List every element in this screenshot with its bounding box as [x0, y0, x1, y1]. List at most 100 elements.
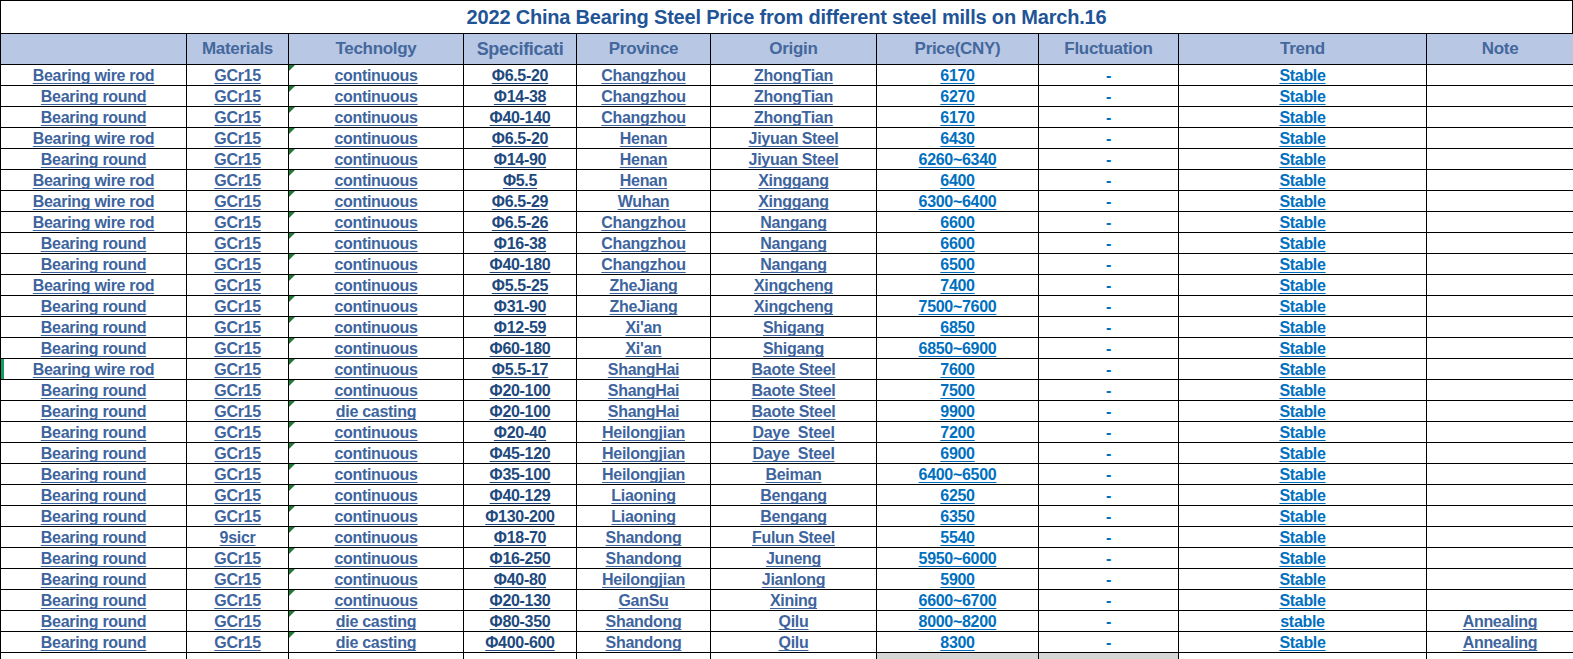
cell-product[interactable]: Bearing round: [1, 86, 187, 107]
cell-province[interactable]: Shandong: [577, 632, 711, 653]
cell-fluctuation[interactable]: -: [1039, 128, 1179, 149]
cell-origin[interactable]: Xingcheng: [711, 296, 877, 317]
cell-product[interactable]: Bearing wire rod: [1, 65, 187, 86]
cell-province[interactable]: Heilongjian: [577, 443, 711, 464]
cell-specification[interactable]: Φ20-100: [464, 380, 577, 401]
cell-technology[interactable]: continuous: [289, 338, 464, 359]
cell-specification[interactable]: Φ80-350: [464, 611, 577, 632]
cell-product[interactable]: Bearing round: [1, 443, 187, 464]
cell-materials[interactable]: GCr15: [187, 86, 289, 107]
cell-product[interactable]: Bearing round: [1, 632, 187, 653]
cell-technology[interactable]: continuous: [289, 254, 464, 275]
cell-origin[interactable]: Xinggang: [711, 191, 877, 212]
cell-technology[interactable]: continuous: [289, 380, 464, 401]
cell-price[interactable]: 8000~8200: [877, 611, 1039, 632]
cell-price[interactable]: 6600: [877, 212, 1039, 233]
cell-note[interactable]: [1427, 233, 1573, 254]
cell-province[interactable]: Xi'an: [577, 338, 711, 359]
cell-price[interactable]: 6400~6500: [877, 464, 1039, 485]
cell-price[interactable]: 6500: [877, 254, 1039, 275]
cell-fluctuation[interactable]: -: [1039, 65, 1179, 86]
cell-fluctuation[interactable]: -: [1039, 485, 1179, 506]
cell-materials[interactable]: GCr15: [187, 422, 289, 443]
cell-province[interactable]: Changzhou: [577, 233, 711, 254]
cell-trend[interactable]: Stable: [1179, 149, 1427, 170]
cell-note[interactable]: [1427, 569, 1573, 590]
cell-trend[interactable]: Stable: [1179, 128, 1427, 149]
cell-materials[interactable]: GCr15: [187, 443, 289, 464]
cell-price[interactable]: 6850: [877, 317, 1039, 338]
cell-technology[interactable]: die casting: [289, 632, 464, 653]
cell-specification[interactable]: Φ45-120: [464, 443, 577, 464]
cell-trend[interactable]: Stable: [1179, 527, 1427, 548]
cell-origin[interactable]: Jianlong: [711, 569, 877, 590]
cell-technology[interactable]: continuous: [289, 590, 464, 611]
cell-product[interactable]: Bearing round: [1, 107, 187, 128]
cell-specification[interactable]: Φ40-140: [464, 107, 577, 128]
cell-technology[interactable]: continuous: [289, 548, 464, 569]
cell-trend[interactable]: Stable: [1179, 506, 1427, 527]
cell-fluctuation[interactable]: -: [1039, 422, 1179, 443]
cell-specification[interactable]: Φ12-59: [464, 317, 577, 338]
cell-price[interactable]: 5900: [877, 569, 1039, 590]
cell-specification[interactable]: Φ6.5-29: [464, 191, 577, 212]
cell-fluctuation[interactable]: -: [1039, 275, 1179, 296]
cell-origin[interactable]: Daye Steel: [711, 422, 877, 443]
cell-origin[interactable]: Jiyuan Steel: [711, 149, 877, 170]
cell-technology[interactable]: continuous: [289, 506, 464, 527]
cell-technology[interactable]: continuous: [289, 317, 464, 338]
cell-price[interactable]: 6260~6340: [877, 149, 1039, 170]
cell-product[interactable]: Bearing round: [1, 422, 187, 443]
cell-province[interactable]: Shandong: [577, 548, 711, 569]
cell-note[interactable]: [1427, 506, 1573, 527]
cell-note[interactable]: [1427, 254, 1573, 275]
cell-materials[interactable]: GCr15: [187, 107, 289, 128]
cell-product[interactable]: Bearing round: [1, 233, 187, 254]
cell-price[interactable]: 7500~7600: [877, 296, 1039, 317]
cell-note[interactable]: [1427, 422, 1573, 443]
cell-trend[interactable]: Stable: [1179, 380, 1427, 401]
cell-specification[interactable]: Φ35-100: [464, 464, 577, 485]
cell-materials[interactable]: GCr15: [187, 212, 289, 233]
cell-origin[interactable]: Nangang: [711, 254, 877, 275]
cell-province[interactable]: Henan: [577, 128, 711, 149]
cell-fluctuation[interactable]: -: [1039, 590, 1179, 611]
cell-origin[interactable]: Xingcheng: [711, 275, 877, 296]
cell-province[interactable]: Heilongjian: [577, 464, 711, 485]
cell-specification[interactable]: Φ5.5-17: [464, 359, 577, 380]
cell-materials[interactable]: GCr15: [187, 380, 289, 401]
column-header-price[interactable]: Price(CNY): [877, 34, 1039, 65]
cell-origin[interactable]: Daye Steel: [711, 443, 877, 464]
cell-technology[interactable]: die casting: [289, 611, 464, 632]
cell-specification[interactable]: Φ40-80: [464, 569, 577, 590]
cell-fluctuation[interactable]: -: [1039, 86, 1179, 107]
cell-technology[interactable]: continuous: [289, 107, 464, 128]
cell-fluctuation[interactable]: -: [1039, 233, 1179, 254]
cell-origin[interactable]: Xining: [711, 590, 877, 611]
column-header-product[interactable]: [1, 34, 187, 65]
cell-technology[interactable]: die casting: [289, 401, 464, 422]
cell-trend[interactable]: Stable: [1179, 338, 1427, 359]
cell-materials[interactable]: GCr15: [187, 590, 289, 611]
cell-trend[interactable]: Stable: [1179, 86, 1427, 107]
cell-technology[interactable]: continuous: [289, 149, 464, 170]
cell-technology[interactable]: continuous: [289, 422, 464, 443]
cell-note[interactable]: [1427, 548, 1573, 569]
cell-materials[interactable]: GCr15: [187, 401, 289, 422]
cell-origin[interactable]: Qilu: [711, 611, 877, 632]
cell-trend[interactable]: Stable: [1179, 233, 1427, 254]
cell-origin[interactable]: Baote Steel: [711, 380, 877, 401]
cell-trend[interactable]: Stable: [1179, 632, 1427, 653]
cell-origin[interactable]: ZhongTian: [711, 107, 877, 128]
cell-fluctuation[interactable]: -: [1039, 443, 1179, 464]
cell-province[interactable]: Changzhou: [577, 65, 711, 86]
cell-province[interactable]: Shandong: [577, 611, 711, 632]
cell-product[interactable]: Bearing round: [1, 317, 187, 338]
cell-price[interactable]: 9900: [877, 401, 1039, 422]
cell-specification[interactable]: Φ14-38: [464, 86, 577, 107]
cell-materials[interactable]: GCr15: [187, 128, 289, 149]
cell-product[interactable]: Bearing wire rod: [1, 170, 187, 191]
cell-price[interactable]: 6350: [877, 506, 1039, 527]
cell-materials[interactable]: GCr15: [187, 506, 289, 527]
cell-specification[interactable]: Φ18-70: [464, 527, 577, 548]
